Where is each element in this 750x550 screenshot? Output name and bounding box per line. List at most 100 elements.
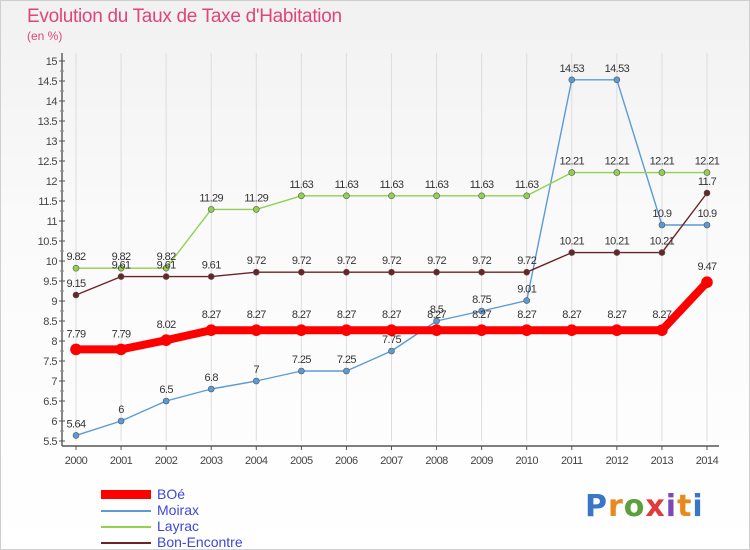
- data-point-bo-: [656, 324, 668, 337]
- data-point-bo-: [475, 324, 488, 337]
- legend-swatch: [101, 542, 151, 544]
- data-label-moirax: 9.01: [517, 284, 536, 296]
- data-label-moirax: 8.5: [430, 304, 444, 316]
- data-label-moirax: 7.25: [292, 354, 311, 366]
- data-label-moirax: 7: [254, 364, 260, 376]
- y-tick-label: 7.5: [43, 356, 57, 368]
- data-label-bo-: 7.79: [66, 328, 85, 340]
- y-tick-label: 9.5: [43, 276, 57, 288]
- data-label-bo-: 9.47: [697, 261, 716, 273]
- x-tick-label: 2006: [335, 455, 358, 467]
- data-label-moirax: 6.8: [204, 372, 218, 384]
- data-label-moirax: 7.25: [337, 354, 356, 366]
- data-label-moirax: 10.9: [697, 208, 716, 220]
- y-tick-label: 9: [51, 296, 57, 308]
- data-label-bo-: 8.27: [517, 309, 536, 321]
- data-label-bo-: 8.27: [292, 309, 311, 321]
- data-label-bon-encontre: 9.72: [292, 255, 311, 267]
- data-point-moirax: [72, 432, 80, 439]
- data-point-moirax: [388, 347, 395, 355]
- data-point-moirax: [523, 297, 531, 304]
- data-point-bo-: [430, 324, 443, 337]
- legend-label: Layrac: [157, 518, 200, 534]
- data-point-bon-encontre: [388, 268, 395, 276]
- legend-swatch: [101, 526, 151, 528]
- data-point-bon-encontre: [703, 189, 711, 197]
- data-label-layrac: 11.63: [425, 179, 449, 191]
- data-label-bon-encontre: 9.72: [427, 255, 446, 267]
- data-point-layrac: [568, 169, 576, 176]
- y-tick-label: 7: [51, 376, 57, 388]
- data-label-bon-encontre: 9.61: [112, 260, 131, 272]
- x-tick-label: 2014: [696, 455, 719, 467]
- logo-letter: i: [665, 489, 678, 524]
- data-label-bon-encontre: 9.72: [382, 255, 401, 267]
- y-tick-label: 15: [46, 56, 58, 68]
- data-label-moirax: 8.75: [472, 294, 491, 306]
- data-point-bon-encontre: [298, 268, 305, 276]
- data-label-moirax: 14.53: [605, 63, 630, 75]
- y-tick-label: 14: [46, 96, 58, 108]
- y-tick-label: 6: [51, 416, 57, 428]
- data-label-bo-: 8.27: [652, 309, 671, 321]
- data-point-layrac: [298, 192, 305, 200]
- y-tick-label: 11.5: [38, 196, 57, 208]
- legend-item: BOé: [101, 486, 321, 503]
- logo-letter: i: [692, 489, 704, 524]
- y-tick-label: 8.5: [43, 316, 57, 328]
- data-point-moirax: [613, 76, 621, 84]
- x-tick-label: 2002: [155, 455, 178, 467]
- data-point-moirax: [703, 221, 711, 229]
- data-label-layrac: 9.82: [157, 251, 176, 263]
- data-label-layrac: 9.82: [66, 251, 85, 263]
- data-point-bon-encontre: [433, 268, 440, 276]
- data-label-bon-encontre: 10.21: [605, 236, 630, 248]
- data-point-moirax: [658, 221, 666, 229]
- data-point-bon-encontre: [478, 268, 485, 276]
- x-tick-label: 2013: [651, 455, 674, 467]
- legend-swatch: [101, 510, 151, 512]
- data-label-layrac: 11.63: [380, 179, 404, 191]
- data-point-layrac: [117, 264, 125, 272]
- data-point-bon-encontre: [207, 273, 215, 280]
- data-label-bo-: 8.27: [337, 309, 356, 321]
- data-label-bo-: 8.27: [247, 309, 266, 321]
- data-point-moirax: [343, 367, 350, 375]
- x-tick-label: 2001: [110, 455, 133, 467]
- legend-item: Layrac: [101, 518, 321, 535]
- data-point-bo-: [70, 343, 82, 356]
- legend-label: Bon-Encontre: [157, 534, 243, 550]
- data-label-moirax: 7.75: [382, 334, 401, 346]
- x-tick-label: 2003: [200, 455, 223, 467]
- x-tick-label: 2010: [515, 455, 538, 467]
- data-label-layrac: 12.21: [650, 156, 675, 168]
- data-label-layrac: 12.21: [695, 156, 720, 168]
- data-point-bo-: [250, 324, 263, 337]
- y-tick-label: 14.5: [38, 76, 58, 88]
- data-point-moirax: [298, 367, 305, 375]
- data-point-bo-: [611, 324, 623, 337]
- data-label-bon-encontre: 10.21: [650, 236, 675, 248]
- y-tick-label: 10.5: [38, 236, 58, 248]
- data-label-layrac: 11.63: [470, 179, 494, 191]
- legend-swatch: [101, 490, 151, 499]
- data-point-layrac: [703, 169, 711, 176]
- data-point-moirax: [207, 385, 215, 393]
- data-point-layrac: [523, 192, 531, 200]
- data-label-bon-encontre: 9.72: [337, 255, 356, 267]
- y-tick-label: 13: [46, 136, 58, 148]
- data-point-bo-: [385, 324, 398, 337]
- y-tick-label: 12.5: [38, 156, 58, 168]
- data-point-layrac: [207, 206, 215, 213]
- data-label-bon-encontre: 9.72: [517, 255, 536, 267]
- data-point-layrac: [478, 192, 485, 200]
- data-point-layrac: [252, 206, 260, 213]
- data-label-bo-: 8.27: [472, 309, 491, 321]
- data-label-layrac: 12.21: [560, 156, 585, 168]
- data-point-moirax: [252, 377, 260, 385]
- data-point-layrac: [658, 169, 666, 176]
- legend-label: Moirax: [157, 502, 200, 518]
- data-point-layrac: [613, 169, 621, 176]
- y-tick-label: 10: [46, 256, 58, 268]
